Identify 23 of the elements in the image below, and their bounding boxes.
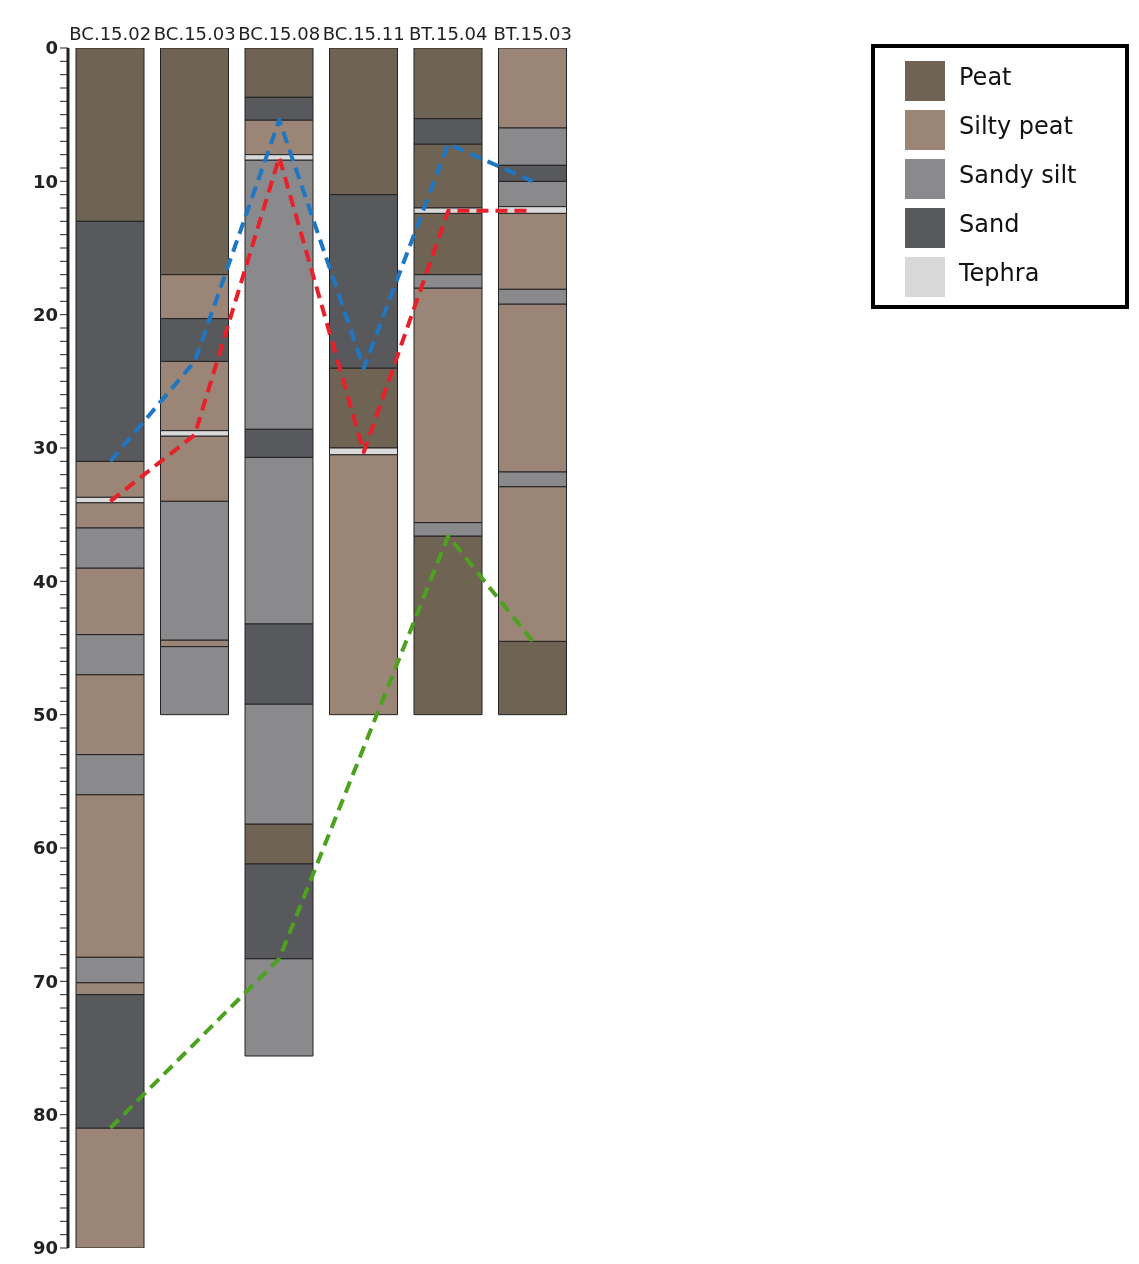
legend-label: Silty peat <box>959 112 1073 140</box>
legend-label: Tephra <box>959 259 1040 287</box>
x-tick-label: BC.15.02 <box>69 23 152 44</box>
y-tick-label: 60 <box>32 837 58 859</box>
y-tick-label: 80 <box>32 1104 58 1126</box>
x-tick-label: BT.15.04 <box>409 23 488 44</box>
line-series <box>108 534 535 1130</box>
y-tick-label: 90 <box>32 1237 58 1259</box>
legend-label: Peat <box>959 63 1012 91</box>
y-tick-label: 70 <box>32 970 58 992</box>
x-tick-label: BC.15.03 <box>153 23 236 44</box>
y-tick-label: 10 <box>32 170 58 192</box>
x-tick-label: BC.15.08 <box>238 23 321 44</box>
legend-label: Sandy silt <box>959 161 1077 189</box>
x-tick-label: BT.15.03 <box>493 23 572 44</box>
y-tick-label: 50 <box>32 704 58 726</box>
x-tick-label: BC.15.11 <box>322 23 405 44</box>
y-tick-label: 20 <box>32 304 58 326</box>
line-series <box>108 118 535 464</box>
y-tick-label: 0 <box>45 37 58 59</box>
y-tick-label: 40 <box>32 570 58 592</box>
legend-label: Sand <box>959 210 1020 238</box>
y-tick-label: 30 <box>32 437 58 459</box>
